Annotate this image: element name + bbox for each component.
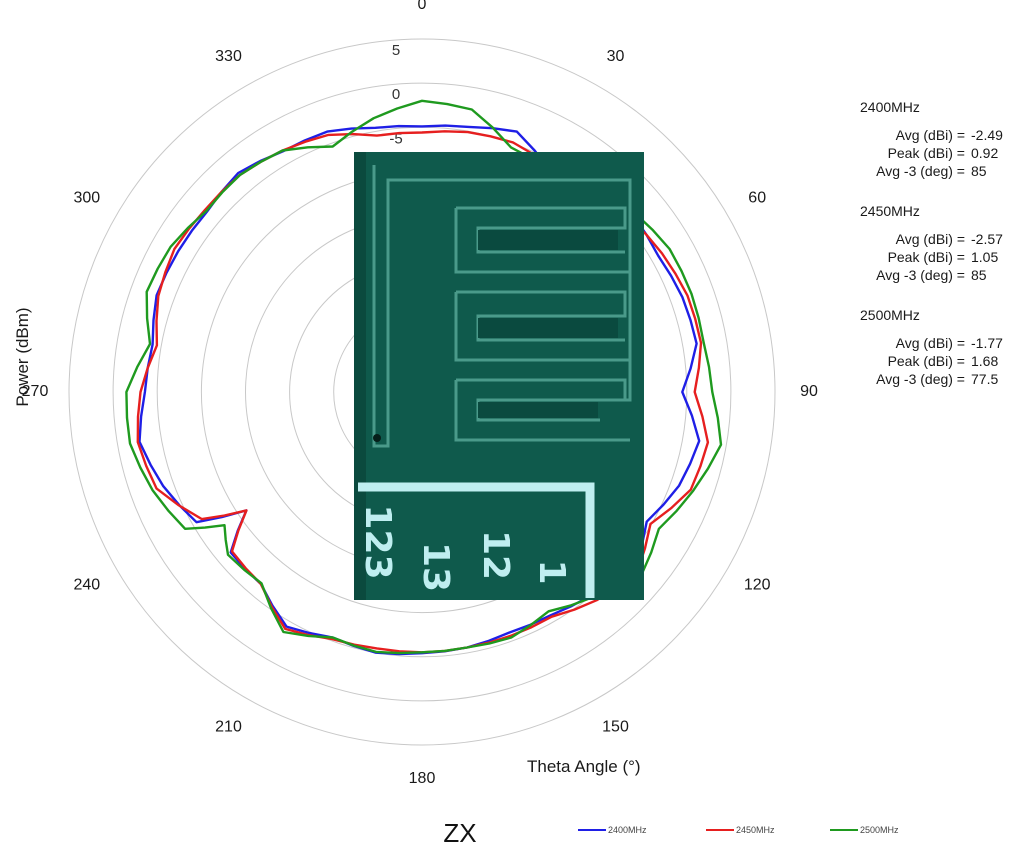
via-hole-icon: [373, 434, 381, 442]
radial-tick-labels: 50-5: [389, 42, 402, 147]
marking-1: 1: [531, 559, 572, 584]
grid-ring: [112, 82, 732, 702]
angle-tick-270: 270: [22, 383, 49, 400]
trace-bar: [478, 402, 598, 418]
avg3-label: Avg -3 (deg) =: [876, 371, 965, 387]
peak-label: Peak (dBi) =: [887, 249, 965, 265]
legend-label-2450: 2450MHz: [736, 825, 775, 835]
avg3-label: Avg -3 (deg) =: [876, 267, 965, 283]
stats-2400: 2400MHz Avg (dBi) = -2.49 Peak (dBi) = 0.9…: [840, 98, 1025, 180]
avg3-value: 85: [971, 267, 987, 283]
subplot-title: ZX: [443, 818, 476, 848]
peak-label: Peak (dBi) =: [887, 353, 965, 369]
avg-value: -2.49: [971, 127, 1003, 143]
avg-value: -2.57: [971, 231, 1003, 247]
avg-value: -1.77: [971, 335, 1003, 351]
peak-value: 1.05: [971, 249, 999, 265]
stats-2500: 2500MHz Avg (dBi) = -1.77 Peak (dBi) = 1.6…: [840, 306, 1025, 388]
avg-label: Avg (dBi) =: [895, 231, 965, 247]
silkscreen-frame: [358, 482, 595, 598]
avg3-label: Avg -3 (deg) =: [876, 163, 965, 179]
marking-123: 123: [357, 504, 398, 579]
angle-tick-150: 150: [602, 718, 629, 735]
radial-tick-5: 5: [392, 42, 400, 59]
angle-tick-300: 300: [73, 190, 100, 207]
trace-bar: [478, 230, 618, 250]
angle-tick-60: 60: [748, 190, 766, 207]
silkscreen-markings: 1 12 13 123: [357, 504, 572, 592]
series-layer: [125, 99, 723, 656]
grid-ring: [68, 38, 776, 746]
stats-heading: 2450MHz: [860, 203, 920, 219]
peak-label: Peak (dBi) =: [887, 145, 965, 161]
peak-value: 1.68: [971, 353, 999, 369]
stats-heading: 2400MHz: [860, 99, 920, 115]
legend-label-2500: 2500MHz: [860, 825, 899, 835]
avg-label: Avg (dBi) =: [895, 335, 965, 351]
angle-tick-210: 210: [215, 718, 242, 735]
trace-bar: [478, 318, 618, 338]
avg-label: Avg (dBi) =: [895, 127, 965, 143]
stats-heading: 2500MHz: [860, 307, 920, 323]
series-line-2500MHz: [125, 99, 723, 655]
stats-2450: 2450MHz Avg (dBi) = -2.57 Peak (dBi) = 1.0…: [840, 202, 1025, 284]
x-axis-title: Theta Angle (°): [527, 757, 641, 776]
avg3-value: 77.5: [971, 371, 999, 387]
antenna-pcb-photo: 1 12 13 123: [354, 152, 644, 600]
legend: 2400MHz 2450MHz 2500MHz: [578, 825, 899, 835]
legend-label-2400: 2400MHz: [608, 825, 647, 835]
meander-trace-icon: [372, 165, 632, 448]
peak-value: 0.92: [971, 145, 999, 161]
radial-tick-0: 0: [392, 86, 400, 103]
marking-13: 13: [415, 542, 456, 592]
angle-tick-30: 30: [607, 48, 625, 65]
angle-tick-180: 180: [409, 770, 436, 787]
series-line-2450MHz: [136, 130, 710, 654]
y-axis-title: Power (dBm): [13, 307, 32, 406]
angle-tick-240: 240: [73, 577, 100, 594]
stats-panel: 2400MHz Avg (dBi) = -2.49 Peak (dBi) = 0.9…: [840, 98, 1025, 410]
angle-tick-120: 120: [744, 577, 771, 594]
marking-12: 12: [475, 530, 516, 580]
avg3-value: 85: [971, 163, 987, 179]
angle-tick-330: 330: [215, 48, 242, 65]
angle-tick-0: 0: [418, 0, 427, 13]
angle-tick-90: 90: [800, 383, 818, 400]
